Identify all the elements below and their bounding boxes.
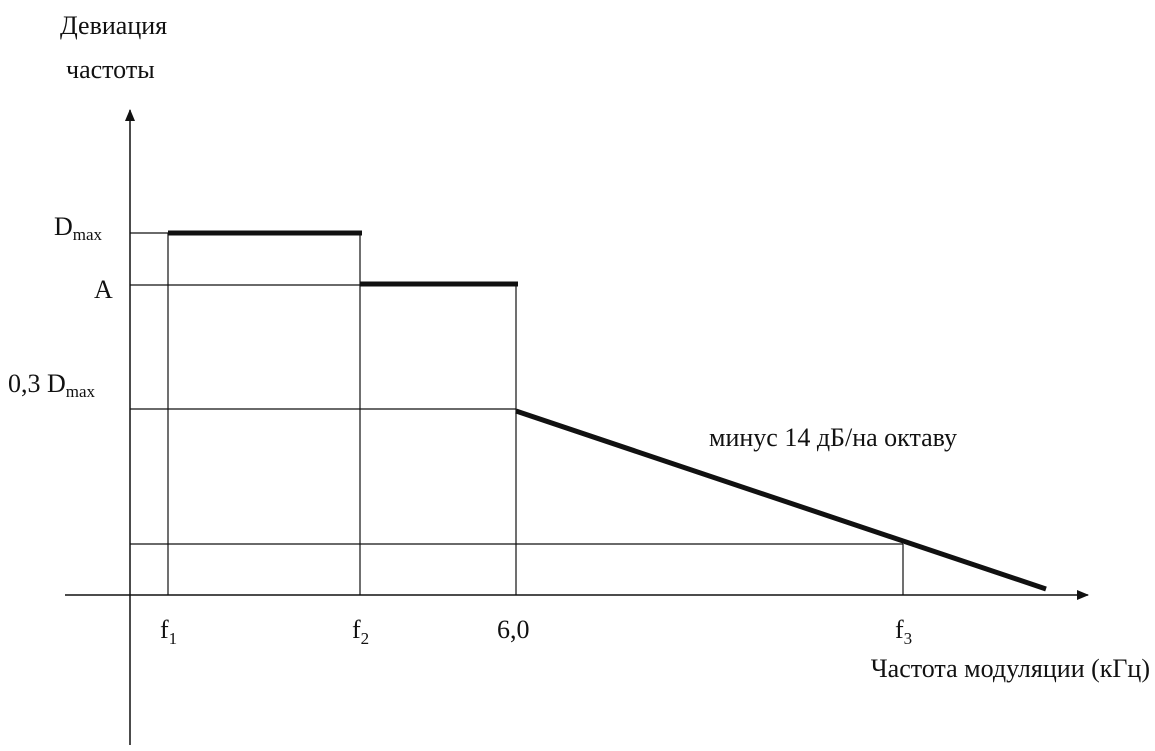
x-axis-title: Частота модуляции (кГц) — [871, 654, 1150, 683]
slope-annotation: минус 14 дБ/на октаву — [709, 423, 957, 452]
dmax-label: Dmax — [54, 212, 103, 244]
d03-dmax-label: 0,3 Dmax — [8, 369, 96, 401]
six-label: 6,0 — [497, 615, 530, 644]
a-label: A — [94, 275, 113, 304]
f2-label: f2 — [352, 615, 369, 648]
y-axis-title-line2: частоты — [66, 55, 155, 84]
y-axis-title-line1: Девиация — [60, 11, 167, 40]
f1-label: f1 — [160, 615, 177, 648]
rolloff-slope — [515, 408, 1047, 592]
f3-label: f3 — [895, 615, 912, 648]
